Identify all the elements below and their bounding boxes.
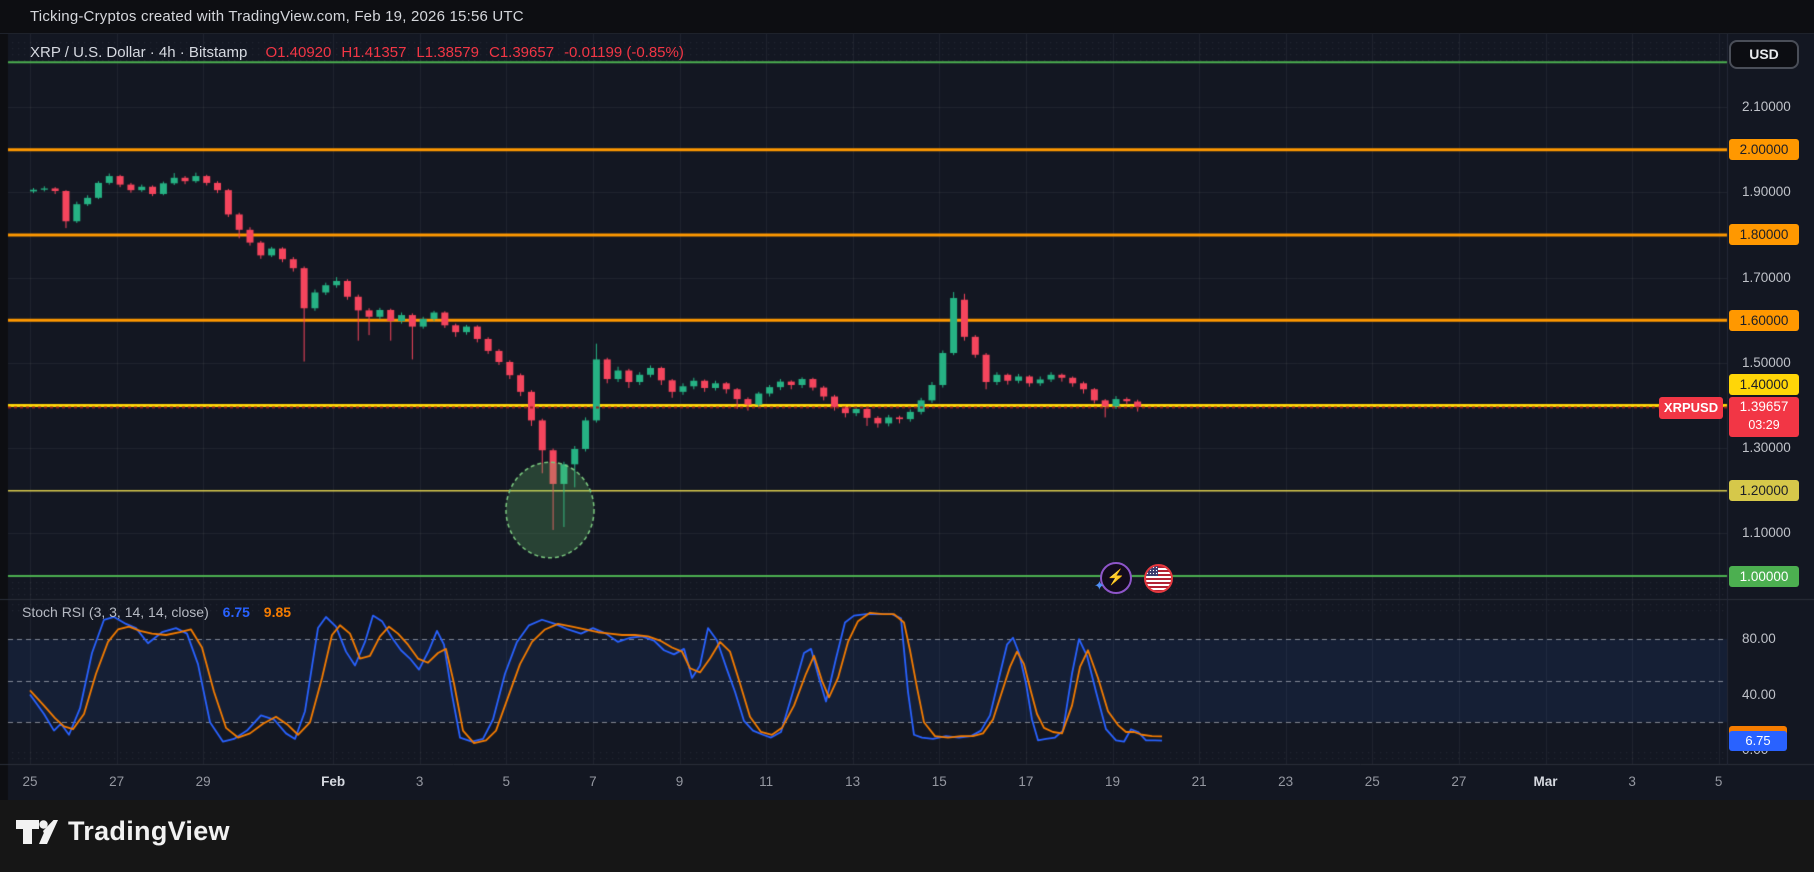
last-price-value: 1.39657 — [1739, 398, 1789, 414]
time-axis-label: 9 — [675, 774, 684, 789]
level-tag-1.40000: 1.40000 — [1729, 373, 1799, 395]
level-tag-1.80000: 1.80000 — [1729, 224, 1799, 246]
tradingview-logo-icon — [16, 819, 58, 844]
stoch-rsi-title[interactable]: Stoch RSI (3, 3, 14, 14, close) — [22, 604, 209, 620]
time-axis-label: 29 — [195, 774, 211, 789]
time-axis-label: 15 — [931, 774, 947, 789]
currency-toggle-button[interactable]: USD — [1729, 40, 1799, 69]
time-axis-label: Mar — [1533, 774, 1558, 789]
symbol-title-row: XRP / U.S. Dollar · 4h · Bitstamp O1.409… — [30, 44, 694, 61]
stoch-k-value: 6.75 — [222, 604, 250, 620]
time-axis-label: 25 — [1364, 774, 1380, 789]
footer-bar: TradingView — [0, 800, 1814, 872]
time-axis-label: 3 — [1628, 774, 1636, 789]
level-tag-1.00000: 1.00000 — [1729, 565, 1799, 587]
lightning-icon: ⚡ — [1106, 569, 1126, 586]
price-axis-label: 1.90000 — [1742, 184, 1791, 200]
stoch-k-tag: 6.75 — [1729, 730, 1787, 751]
time-axis-label: 27 — [1451, 774, 1467, 789]
time-axis-label: 7 — [589, 774, 597, 789]
time-axis-label: 23 — [1278, 774, 1294, 789]
chart-plot-area[interactable] — [0, 34, 1814, 800]
level-tag-2.00000: 2.00000 — [1729, 139, 1799, 161]
time-axis-label: 13 — [845, 774, 861, 789]
stoch-d-value: 9.85 — [263, 604, 292, 620]
time-axis-label: 11 — [759, 774, 774, 789]
tradingview-logo-text: TradingView — [68, 816, 230, 846]
symbol-price-line-tag: XRPUSD — [1659, 396, 1723, 419]
high-value: H1.41357 — [341, 44, 407, 61]
stoch-axis-label: 80.00 — [1742, 631, 1776, 647]
stoch-rsi-legend: Stoch RSI (3, 3, 14, 14, close) 6.75 9.8… — [22, 604, 291, 620]
us-flag-event-icon[interactable] — [1144, 564, 1173, 593]
attribution-text: Ticking-Cryptos created with TradingView… — [30, 8, 524, 25]
ohlc-values: O1.40920 H1.41357 L1.38579 C1.39657 -0.01199… — [265, 44, 693, 61]
bar-countdown: 03:29 — [1748, 417, 1780, 432]
time-axis-label: 5 — [1714, 774, 1723, 789]
time-axis-label: 27 — [109, 774, 125, 789]
time-axis-label: 19 — [1104, 774, 1121, 789]
time-axis-label: 3 — [415, 774, 424, 789]
change-value: -0.01199 (-0.85%) — [564, 44, 684, 61]
sparkle-icon: ✦ — [1094, 578, 1105, 593]
tradingview-logo[interactable]: TradingView — [16, 816, 230, 847]
close-value: C1.39657 — [489, 44, 555, 61]
flag-canton — [1146, 566, 1158, 576]
last-price-tag: 1.39657 03:29 — [1729, 396, 1799, 437]
time-axis-label: 25 — [22, 774, 38, 789]
time-axis-label: 21 — [1191, 774, 1207, 789]
price-axis-label: 1.30000 — [1742, 440, 1791, 456]
time-axis-label: Feb — [321, 774, 346, 789]
time-axis-label: 5 — [502, 774, 511, 789]
price-axis-label: 2.10000 — [1742, 99, 1791, 114]
level-tag-1.60000: 1.60000 — [1729, 309, 1799, 331]
attribution-bar: Ticking-Cryptos created with TradingView… — [0, 0, 1814, 34]
stoch-axis-label: 40.00 — [1742, 686, 1776, 702]
open-value: O1.40920 — [265, 44, 332, 61]
symbol-title[interactable]: XRP / U.S. Dollar · 4h · Bitstamp — [30, 44, 248, 61]
event-flash-icon[interactable]: ⚡ — [1100, 562, 1132, 594]
price-axis-label: 1.50000 — [1742, 354, 1791, 370]
price-axis-label: 1.70000 — [1742, 269, 1791, 285]
level-tag-1.20000: 1.20000 — [1729, 480, 1799, 502]
low-value: L1.38579 — [416, 44, 479, 61]
price-axis-label: 1.10000 — [1742, 525, 1791, 541]
time-axis-label: 17 — [1018, 774, 1034, 789]
